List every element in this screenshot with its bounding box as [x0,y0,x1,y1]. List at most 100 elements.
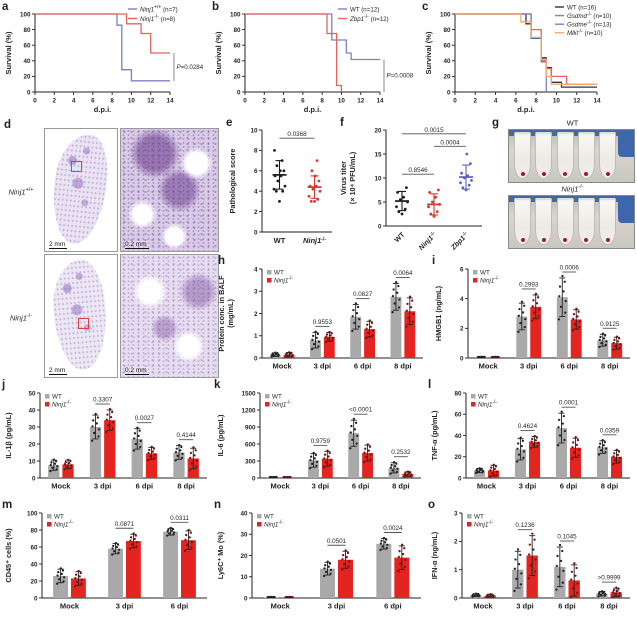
data-point [516,447,519,450]
data-point [538,308,541,311]
panel-m: m 0 20 40 60 80 100 CD45⁺ cells (%) Mock 3 dpi 6 … [2,499,212,618]
data-point [168,532,171,535]
survival-chart-zbp1: 0 20 40 60 80 100 0 2 4 6 8 10 12 14 d.p.i. Survival (%… [214,6,414,114]
sample-tube [599,132,616,179]
data-point [111,427,114,430]
lung-tissue [48,257,111,372]
data-point [346,551,350,555]
p-value: 0.0311 [170,515,189,522]
svg-text:0: 0 [378,223,382,230]
blood-pellet [520,237,525,242]
data-point [617,450,621,453]
legend-swatch [471,394,476,399]
data-point [563,280,566,283]
bar [145,453,158,478]
data-point [323,457,326,460]
svg-text:0: 0 [34,595,38,602]
data-point [78,575,81,578]
svg-text:4: 4 [254,266,258,273]
svg-text:d.p.i.: d.p.i. [304,105,322,114]
legend-swatch [267,270,272,275]
data-point [328,451,331,454]
data-point [435,210,439,213]
ifna-chart: 0 1 2 3 IFN-α (ng/mL) Mock 3 dpi 6 dpi 8 dpi 0.12… [430,510,630,611]
p-value: 0.8546 [408,167,428,174]
p-value: 0.0004 [440,139,460,146]
data-point [139,439,142,443]
category-label: 3 dpi [516,602,534,611]
data-point [194,449,197,452]
data-point [489,469,492,472]
bar-chart: 0 2 4 6 HMGB1 (ng/mL) Mock 3 dpi 6 dpi 8 dpi 0.29… [434,265,630,371]
data-point [79,571,82,575]
data-point [353,428,357,431]
data-point [572,312,576,316]
bar [321,458,333,478]
p-value: 0.3307 [93,397,113,404]
data-point [352,308,355,312]
legend-label: Ninj1-/- [272,400,291,409]
svg-text:8: 8 [254,148,258,155]
data-point [574,574,577,577]
data-point [519,436,522,439]
data-point [311,338,314,341]
data-point [517,562,521,566]
data-point [403,547,406,550]
data-point [112,544,115,548]
data-point [53,462,57,465]
data-point [403,207,407,211]
data-point [183,549,187,553]
data-point [522,456,525,459]
survival-curve [245,13,380,61]
legend-label: WT (n=16) [567,4,596,11]
legend-swatch [473,270,478,275]
svg-text:10: 10 [250,127,258,134]
p-value: 0.1236 [515,522,535,529]
bar [348,433,360,478]
data-point [129,539,132,542]
data-point [190,546,193,549]
data-point [612,341,615,345]
legend-swatch [467,514,472,519]
data-point [555,564,558,567]
data-point [578,325,581,329]
data-point [564,299,567,303]
data-point [516,548,520,551]
scatter-plot: 0 5 10 15 20 Virus titer (× 10⁴ PFU/mL) WT Ninj1… [339,127,482,252]
data-point [577,454,580,457]
data-point [618,592,621,595]
data-point [390,463,393,467]
svg-text:6: 6 [91,98,95,105]
p-value: 0.9553 [313,319,333,326]
svg-text:Pathological score: Pathological score [228,149,237,214]
data-point [365,455,368,459]
data-point [75,580,79,583]
data-point [351,438,354,441]
data-point [515,577,518,581]
data-point [599,593,602,597]
data-point [92,431,96,435]
data-point [113,550,116,553]
data-point [92,419,95,422]
data-point [363,451,366,454]
data-point [386,543,389,547]
svg-text:2: 2 [254,209,258,216]
svg-text:14: 14 [376,98,384,105]
tube-photo-wt [508,129,635,183]
data-point [560,410,563,413]
data-point [184,538,187,541]
data-point [65,465,68,468]
roi-box [70,160,82,172]
data-point [331,336,334,339]
data-point [618,346,621,350]
p-value: P=0.0008 [387,73,414,80]
data-point [460,171,463,175]
data-point [578,320,581,323]
p-value: 0.1045 [557,534,577,541]
gene-name: Ninj1 [8,187,26,197]
svg-text:0: 0 [244,595,248,602]
svg-text:(× 10⁴ PFU/mL): (× 10⁴ PFU/mL) [348,151,357,204]
p-value: <0.0001 [349,407,372,414]
legend-label: WT [274,269,284,276]
data-point [172,531,176,534]
